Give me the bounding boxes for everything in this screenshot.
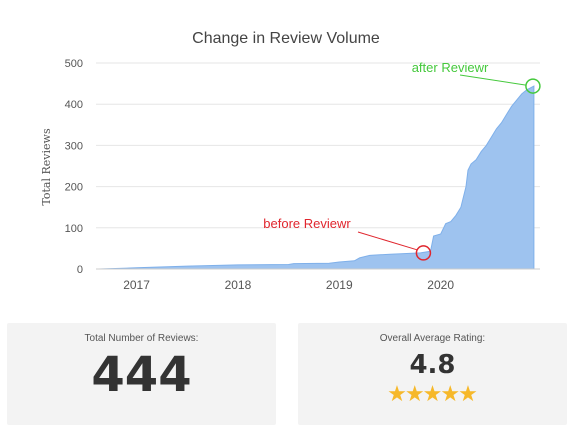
x-tick-labels: 2017 2018 2019 2020 xyxy=(123,278,454,292)
y-tick-label: 0 xyxy=(77,264,83,276)
after-marker-circle xyxy=(525,78,541,94)
after-annotation-arrow xyxy=(459,74,526,86)
annotations: before Reviewr after Reviewr xyxy=(263,60,541,261)
x-tick-label: 2017 xyxy=(123,278,150,292)
review-volume-chart: Change in Review Volume Total Reviews 0 1… xyxy=(40,30,541,292)
y-tick-label: 100 xyxy=(65,223,83,235)
total-reviews-label: Total Number of Reviews: xyxy=(84,333,199,344)
y-tick-label: 200 xyxy=(65,182,83,194)
x-tick-label: 2019 xyxy=(326,278,353,292)
average-rating-label: Overall Average Rating: xyxy=(379,333,486,344)
total-reviews-value: 444 xyxy=(91,347,192,403)
star-icon: ★ xyxy=(458,382,478,407)
chart-title: Change in Review Volume xyxy=(192,30,380,47)
star-icon: ★ xyxy=(387,382,407,407)
y-axis-label: Total Reviews xyxy=(40,128,53,206)
y-tick-labels: 0 100 200 300 400 500 xyxy=(65,58,83,276)
area-series-fill xyxy=(98,85,535,270)
chart-svg: Change in Review Volume Total Reviews 0 1… xyxy=(40,30,541,292)
star-icon: ★ xyxy=(422,382,443,407)
y-tick-label: 300 xyxy=(65,140,83,152)
star-icon: ★ xyxy=(440,382,461,407)
before-annotation-arrow xyxy=(357,231,418,251)
before-marker-circle xyxy=(415,245,432,261)
total-reviews-card: Total Number of Reviews: 444 xyxy=(7,323,276,425)
average-rating-card: Overall Average Rating: 4.8 ★★★★★ xyxy=(298,323,567,425)
x-tick-label: 2018 xyxy=(225,278,252,292)
star-icon: ★ xyxy=(404,382,425,407)
before-annotation-label: before Reviewr xyxy=(263,216,351,231)
after-annotation-label: after Reviewr xyxy=(412,60,489,75)
rating-stars: ★★★★★ xyxy=(298,384,567,408)
area-series xyxy=(96,85,540,270)
x-tick-label: 2020 xyxy=(427,278,454,292)
y-tick-label: 400 xyxy=(65,99,83,111)
y-tick-label: 500 xyxy=(65,58,83,70)
average-rating-value: 4.8 xyxy=(409,350,456,380)
